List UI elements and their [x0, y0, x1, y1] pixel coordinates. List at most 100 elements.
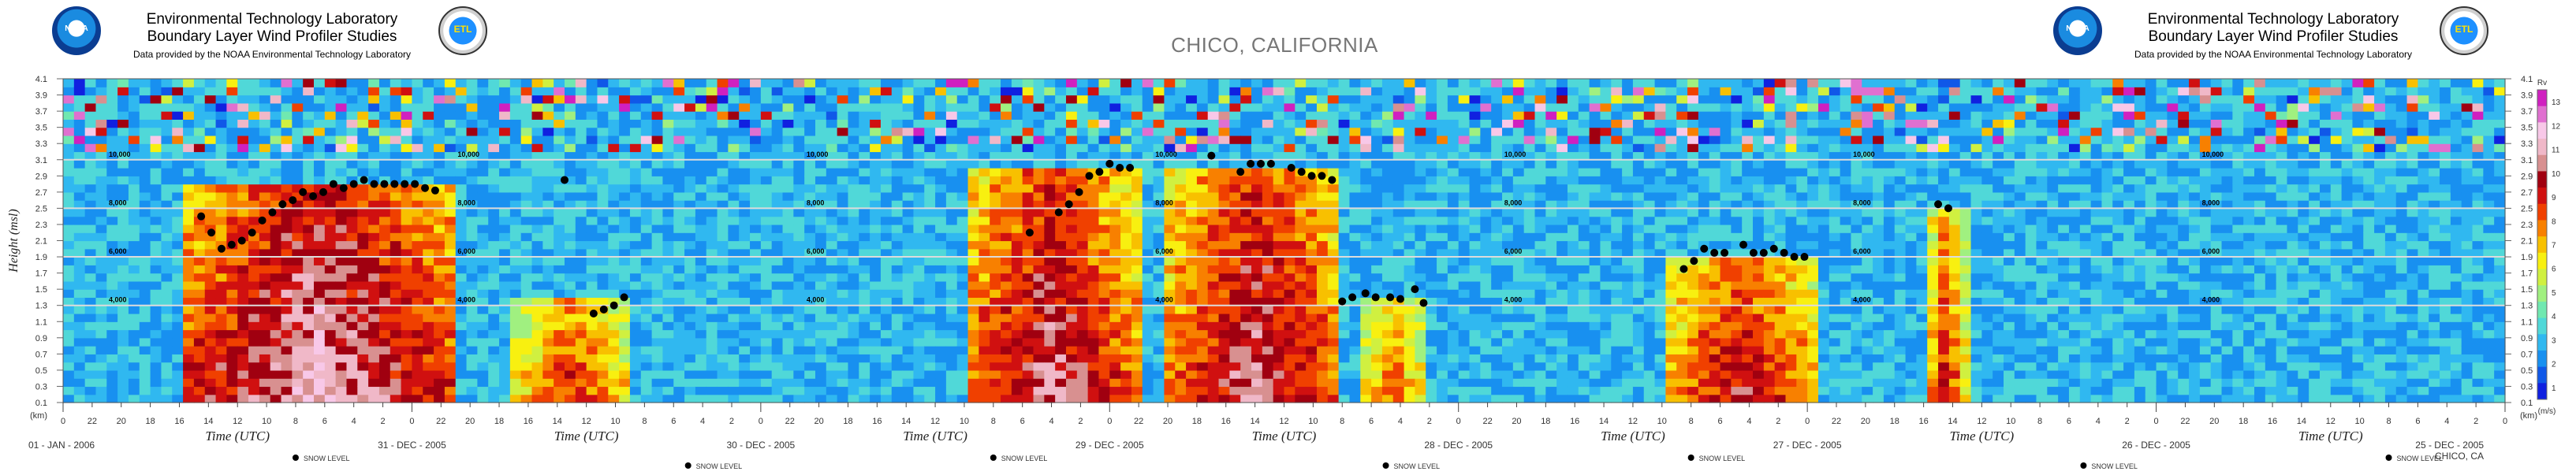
heatmap-cell [640, 119, 653, 128]
heatmap-cell [608, 119, 620, 128]
heatmap-cell [1392, 87, 1405, 96]
heatmap-cell [586, 280, 598, 290]
heatmap-cell [739, 394, 751, 403]
heatmap-cell [204, 143, 217, 153]
heatmap-cell [1109, 386, 1121, 395]
heatmap-cell [84, 95, 97, 104]
heatmap-cell [586, 232, 598, 242]
heatmap-cell [706, 297, 718, 306]
heatmap-cell [1262, 143, 1274, 153]
heatmap-cell [815, 369, 827, 379]
heatmap-cell [1262, 200, 1274, 209]
heatmap-cell [1044, 394, 1056, 403]
heatmap-cell [956, 329, 969, 339]
heatmap-cell [619, 257, 631, 265]
heatmap-cell [1360, 184, 1372, 193]
heatmap-cell [880, 240, 893, 250]
heatmap-cell [1196, 378, 1209, 388]
heatmap-cell [793, 151, 805, 161]
heatmap-cell [739, 168, 751, 176]
heatmap-cell [815, 119, 827, 128]
heatmap-cell [346, 143, 358, 153]
heatmap-cell [161, 151, 173, 161]
heatmap-cell [728, 321, 740, 331]
heatmap-cell [466, 240, 478, 250]
heatmap-cell [771, 216, 784, 225]
heatmap-cell [204, 151, 217, 161]
heatmap-cell [771, 111, 784, 120]
heatmap-cell [73, 362, 86, 371]
heatmap-cell [695, 346, 707, 354]
heatmap-cell [564, 224, 576, 233]
heatmap-cell [837, 119, 849, 128]
heatmap-cell [520, 127, 533, 136]
heatmap-cell [913, 102, 925, 112]
heatmap-cell [990, 135, 1001, 144]
heatmap-cell [1338, 265, 1351, 274]
heatmap-cell [84, 119, 97, 128]
heatmap-cell [1120, 265, 1132, 274]
heatmap-cell [423, 346, 434, 354]
heatmap-cell [499, 184, 511, 193]
heatmap-cell [335, 240, 348, 250]
heatmap-cell [902, 305, 915, 314]
heatmap-cell [1338, 248, 1351, 258]
heatmap-cell [1404, 151, 1416, 161]
heatmap-cell [695, 289, 707, 299]
heatmap-cell [1251, 184, 1263, 193]
heatmap-cell [1371, 184, 1383, 193]
heatmap-cell [401, 329, 413, 339]
heatmap-cell [270, 79, 282, 87]
heatmap-cell [793, 102, 805, 112]
heatmap-cell [357, 119, 369, 128]
heatmap-cell [1196, 168, 1209, 176]
heatmap-cell [619, 95, 631, 104]
heatmap-cell [902, 354, 915, 363]
heatmap-cell [1098, 232, 1110, 242]
heatmap-cell [662, 111, 674, 120]
heatmap-cell [1229, 265, 1241, 274]
heatmap-cell [1229, 289, 1241, 299]
heatmap-cell [1142, 297, 1154, 306]
heatmap-cell [804, 394, 816, 403]
heatmap-cell [891, 200, 904, 209]
heatmap-cell [1295, 184, 1307, 193]
heatmap-cell [1240, 151, 1252, 161]
heatmap-cell [248, 369, 260, 379]
heatmap-cell [84, 111, 97, 120]
heatmap-cell [434, 224, 445, 233]
heatmap-cell [651, 143, 664, 153]
heatmap-cell [1360, 369, 1372, 379]
heatmap-cell [1044, 200, 1056, 209]
heatmap-cell [990, 280, 1001, 290]
heatmap-cell [520, 200, 533, 209]
heatmap-cell [619, 362, 631, 371]
heatmap-cell [1033, 143, 1045, 153]
heatmap-cell [608, 280, 620, 290]
heatmap-cell [760, 386, 773, 395]
heatmap-cell [640, 111, 653, 120]
heatmap-cell [837, 176, 849, 185]
heatmap-cell [1327, 232, 1340, 242]
heatmap-cell [1011, 273, 1023, 282]
heatmap-cell [597, 257, 609, 265]
heatmap-cell [1109, 378, 1121, 388]
heatmap-cell [1327, 224, 1340, 233]
heatmap-cell [1381, 386, 1394, 395]
heatmap-cell [106, 289, 118, 299]
heatmap-cell [346, 151, 358, 161]
heatmap-cell [531, 127, 543, 136]
heatmap-cell [1186, 280, 1198, 290]
heatmap-cell [455, 111, 468, 120]
heatmap-cell [990, 378, 1001, 388]
heatmap-cell [793, 305, 805, 314]
heatmap-cell [509, 127, 522, 136]
heatmap-cell [1273, 119, 1285, 128]
heatmap-cell [891, 111, 904, 120]
heatmap-cell [880, 394, 893, 403]
heatmap-cell [826, 95, 838, 104]
heatmap-cell [139, 95, 151, 104]
heatmap-cell [423, 208, 434, 217]
heatmap-cell [434, 297, 445, 306]
heatmap-cell [520, 337, 533, 347]
